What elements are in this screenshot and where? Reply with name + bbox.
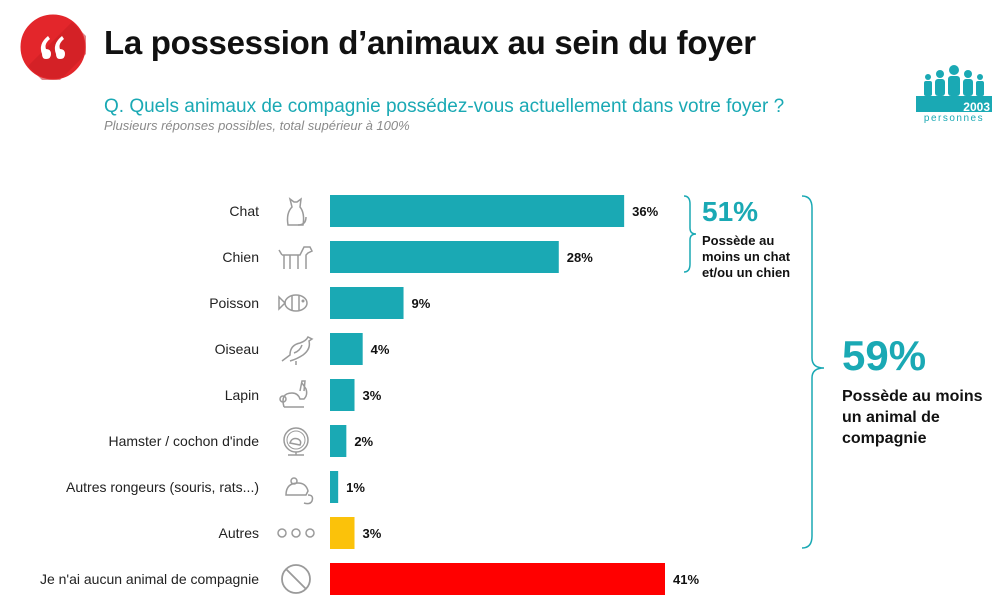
bar: [330, 517, 355, 549]
summary-text-any-pet: Possède au moins un animal de compagnie: [842, 388, 983, 447]
bar: [330, 379, 355, 411]
value-label: 4%: [371, 342, 390, 357]
value-label: 28%: [567, 250, 593, 265]
quote-icon: [20, 14, 86, 80]
page-title: La possession d’animaux au sein du foyer: [104, 24, 756, 61]
survey-question: Q. Quels animaux de compagnie possédez-v…: [104, 96, 785, 117]
rabbit-icon: [279, 380, 308, 408]
bird-icon: [281, 335, 314, 365]
none-icon: [281, 564, 311, 594]
value-label: 3%: [363, 526, 382, 541]
category-label: Je n'ai aucun animal de compagnie: [40, 571, 259, 587]
people-icon: [916, 65, 992, 112]
category-label: Autres: [219, 525, 259, 541]
bar: [330, 471, 339, 503]
category-label: Autres rongeurs (souris, rats...): [66, 479, 259, 495]
bar: [330, 425, 347, 457]
value-label: 2%: [354, 434, 373, 449]
category-label: Oiseau: [215, 341, 259, 357]
category-label: Poisson: [209, 295, 259, 311]
cat-icon: [286, 197, 307, 226]
summary-value-dog-cat: 51%: [702, 196, 759, 227]
hamster-wheel-icon: [283, 427, 309, 456]
summary-text-dog-cat: Possède au moins un chat et/ou un chien: [702, 233, 791, 280]
bar: [330, 563, 665, 595]
value-label: 3%: [363, 388, 382, 403]
value-label: 1%: [346, 480, 365, 495]
category-label: Chat: [229, 203, 259, 219]
category-label: Lapin: [225, 387, 259, 403]
dots-icon: [277, 528, 315, 538]
mouse-icon: [285, 477, 314, 505]
bar: [330, 287, 404, 319]
value-label: 36%: [632, 204, 658, 219]
value-label: 9%: [412, 296, 431, 311]
fish-icon: [278, 294, 308, 312]
survey-note: Plusieurs réponses possibles, total supé…: [104, 118, 410, 133]
bar: [330, 333, 363, 365]
bracket-59: [801, 195, 825, 549]
bracket-51: [683, 195, 697, 273]
bar: [330, 241, 559, 273]
sample-label: personnes: [923, 113, 985, 124]
sample-count: 2003: [963, 100, 990, 114]
value-label: 41%: [673, 572, 699, 587]
dog-icon: [278, 246, 314, 269]
category-label: Hamster / cochon d'inde: [108, 433, 259, 449]
bar: [330, 195, 625, 227]
summary-value-any-pet: 59%: [842, 332, 927, 379]
category-label: Chien: [222, 249, 259, 265]
